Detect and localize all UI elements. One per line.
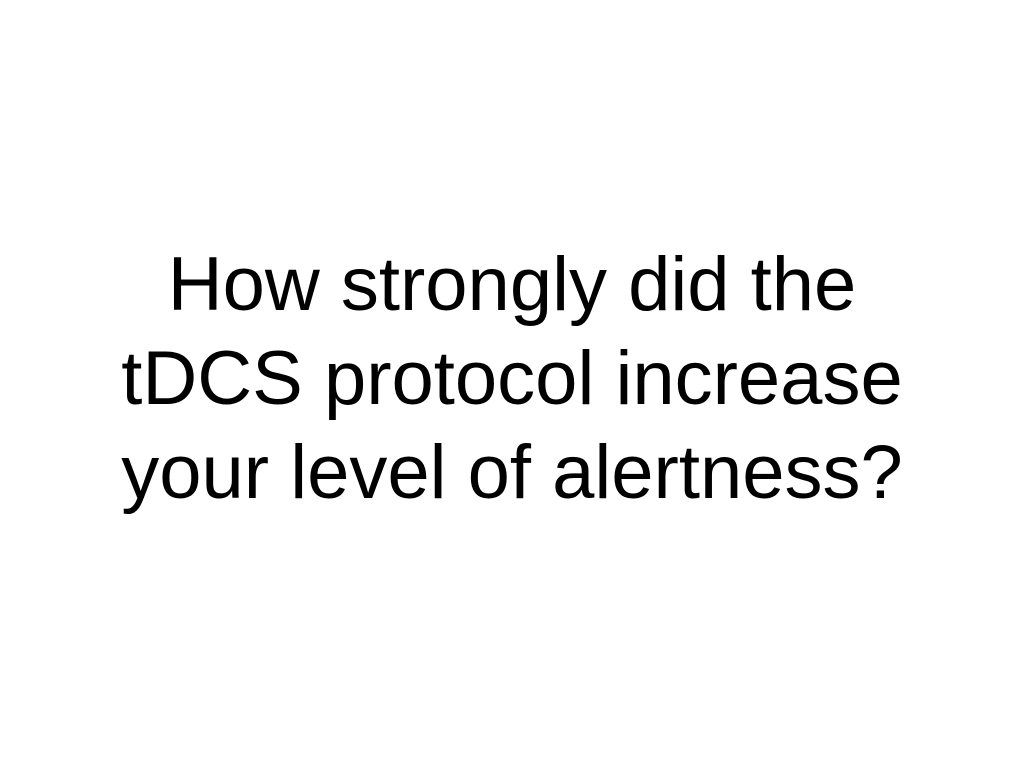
- question-line-3: your level of alertness?: [121, 430, 903, 515]
- question-line-2: tDCS protocol increase: [121, 336, 903, 421]
- question-prompt: How strongly did the tDCS protocol incre…: [0, 238, 1024, 520]
- question-line-1: How strongly did the: [167, 242, 857, 327]
